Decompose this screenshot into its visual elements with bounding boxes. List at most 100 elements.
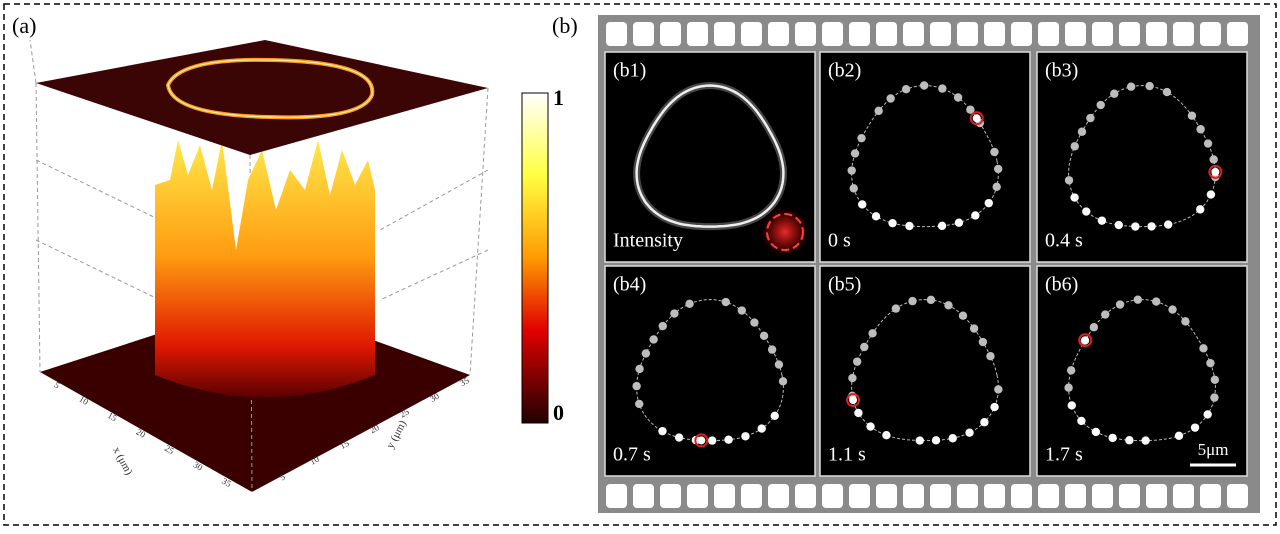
particle	[670, 309, 679, 318]
particle	[1147, 222, 1156, 231]
cylinder	[155, 140, 375, 398]
sprocket-hole	[957, 22, 978, 46]
x-tick-label: 5	[53, 380, 62, 391]
particle	[741, 432, 750, 441]
particle	[980, 418, 989, 427]
sprocket-hole	[714, 484, 735, 508]
sprocket-hole	[633, 484, 654, 508]
particle	[994, 385, 1003, 394]
particle	[944, 301, 953, 310]
tracked-particle	[1081, 336, 1090, 345]
particle	[969, 324, 979, 333]
particle	[848, 373, 857, 383]
frame-caption: Intensity	[613, 230, 683, 252]
trajectory	[636, 298, 784, 442]
particle	[635, 399, 644, 409]
particle	[888, 218, 897, 228]
sprocket-hole	[1200, 484, 1221, 508]
particle	[858, 200, 867, 209]
particle	[965, 428, 974, 437]
sprocket-hole	[984, 484, 1005, 508]
sprocket-hole	[1119, 22, 1140, 46]
frame-label: (b1)	[613, 60, 646, 82]
frame-label: (b6)	[1045, 274, 1078, 296]
particle	[1145, 81, 1154, 91]
sprocket-hole	[876, 484, 897, 508]
sprocket-hole	[687, 484, 708, 508]
particle	[891, 304, 901, 313]
particle	[978, 337, 988, 347]
particle	[993, 164, 1003, 174]
sprocket-hole	[1038, 484, 1059, 508]
particle	[1210, 393, 1219, 402]
particle	[938, 84, 947, 93]
particle	[1210, 375, 1220, 384]
particle	[882, 431, 891, 440]
particle	[948, 434, 957, 443]
sprocket-hole	[714, 22, 735, 46]
frame	[819, 265, 1031, 477]
particle	[1108, 433, 1117, 443]
particle	[901, 85, 911, 94]
sprocket-hole	[741, 22, 762, 46]
particle	[915, 436, 925, 445]
particle	[1164, 220, 1173, 229]
particle	[992, 182, 1001, 191]
sprocket-hole	[822, 484, 843, 508]
axis-label: y (μm)	[384, 418, 409, 450]
particle	[1064, 176, 1074, 185]
particle	[737, 306, 747, 315]
particle	[1125, 436, 1134, 445]
particle	[852, 357, 862, 366]
particle	[1097, 216, 1107, 225]
particle	[954, 218, 964, 227]
sprocket-hole	[1146, 484, 1167, 508]
particle	[860, 342, 869, 352]
particle	[1089, 323, 1099, 332]
particle	[658, 426, 667, 436]
particle	[658, 321, 667, 331]
particle	[905, 221, 914, 231]
tracked-particle	[697, 436, 706, 445]
sprocket-hole	[1092, 484, 1113, 508]
particle	[1206, 190, 1216, 199]
particle	[847, 166, 856, 175]
particle	[1174, 431, 1184, 440]
particle	[937, 221, 947, 231]
frame-label: (b2)	[828, 60, 861, 82]
particle	[1082, 207, 1091, 216]
sprocket-hole	[957, 484, 978, 508]
particle	[1209, 155, 1218, 164]
sprocket-hole	[1227, 22, 1248, 46]
particle	[757, 424, 766, 433]
sprocket-hole	[768, 22, 789, 46]
particle	[635, 364, 644, 374]
particle	[1070, 193, 1079, 202]
particle	[774, 360, 784, 369]
tracked-particle	[1211, 167, 1220, 176]
particle	[1126, 82, 1136, 91]
particle	[1067, 401, 1076, 410]
sprocket-hole	[1065, 484, 1086, 508]
particle	[632, 381, 641, 391]
top-plane	[36, 40, 488, 155]
frame-label: (b5)	[828, 274, 861, 296]
border	[3, 3, 1277, 526]
particle	[1199, 344, 1208, 353]
particle	[886, 94, 895, 103]
sprocket-hole	[984, 22, 1005, 46]
panel-label: (a)	[12, 13, 36, 38]
particle	[1196, 125, 1205, 134]
particle	[1077, 416, 1086, 426]
particle	[854, 408, 863, 418]
particle	[857, 133, 866, 143]
sprocket-hole	[930, 484, 951, 508]
sprocket-hole	[1092, 22, 1113, 46]
frame-caption: 0 s	[828, 230, 851, 252]
particle	[874, 106, 883, 116]
frame-caption: 1.1 s	[828, 444, 866, 466]
sprocket-hole	[849, 22, 870, 46]
particle	[1114, 220, 1124, 230]
particle	[1141, 436, 1150, 445]
